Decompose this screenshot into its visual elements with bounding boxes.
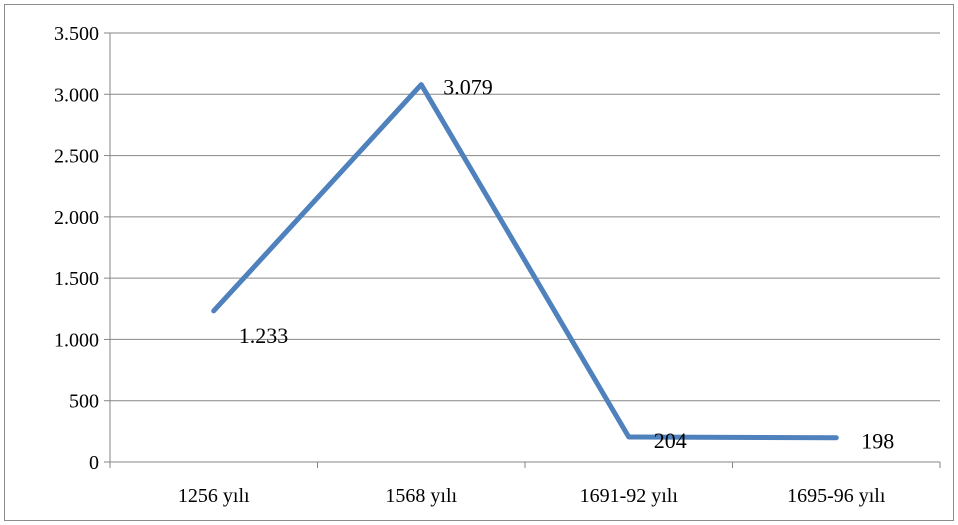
- y-tick-label: 2.000: [54, 207, 99, 229]
- y-tick-labels: 0 500 1.000 1.500 2.000 2.500 3.000 3.500: [54, 23, 99, 474]
- gridlines: [110, 32, 940, 402]
- data-label: 1.233: [239, 323, 289, 348]
- y-tick-label: 3.500: [54, 23, 99, 45]
- axes: [104, 32, 941, 468]
- y-tick-label: 1.000: [54, 329, 99, 351]
- y-tick-label: 1.500: [54, 268, 99, 290]
- y-tick-label: 0: [89, 452, 99, 474]
- series-layer: [211, 82, 839, 441]
- series-line: [211, 82, 839, 441]
- data-label: 3.079: [443, 75, 493, 100]
- x-tick-labels: 1256 yılı 1568 yılı 1691-92 yılı 1695-96 yı…: [178, 485, 886, 507]
- x-tick-label: 1691-92 yılı: [580, 485, 679, 507]
- x-tick-label: 1256 yılı: [178, 485, 250, 507]
- x-tick-label: 1695-96 yılı: [787, 485, 886, 507]
- x-tick-label: 1568 yılı: [385, 485, 457, 507]
- data-label: 198: [861, 429, 894, 454]
- data-labels: 1.233 3.079 204 198: [239, 75, 895, 454]
- data-label: 204: [654, 428, 687, 453]
- chart-frame: [4, 4, 954, 521]
- y-tick-label: 2.500: [54, 146, 99, 168]
- y-tick-label: 500: [69, 391, 99, 413]
- y-tick-label: 3.000: [54, 84, 99, 106]
